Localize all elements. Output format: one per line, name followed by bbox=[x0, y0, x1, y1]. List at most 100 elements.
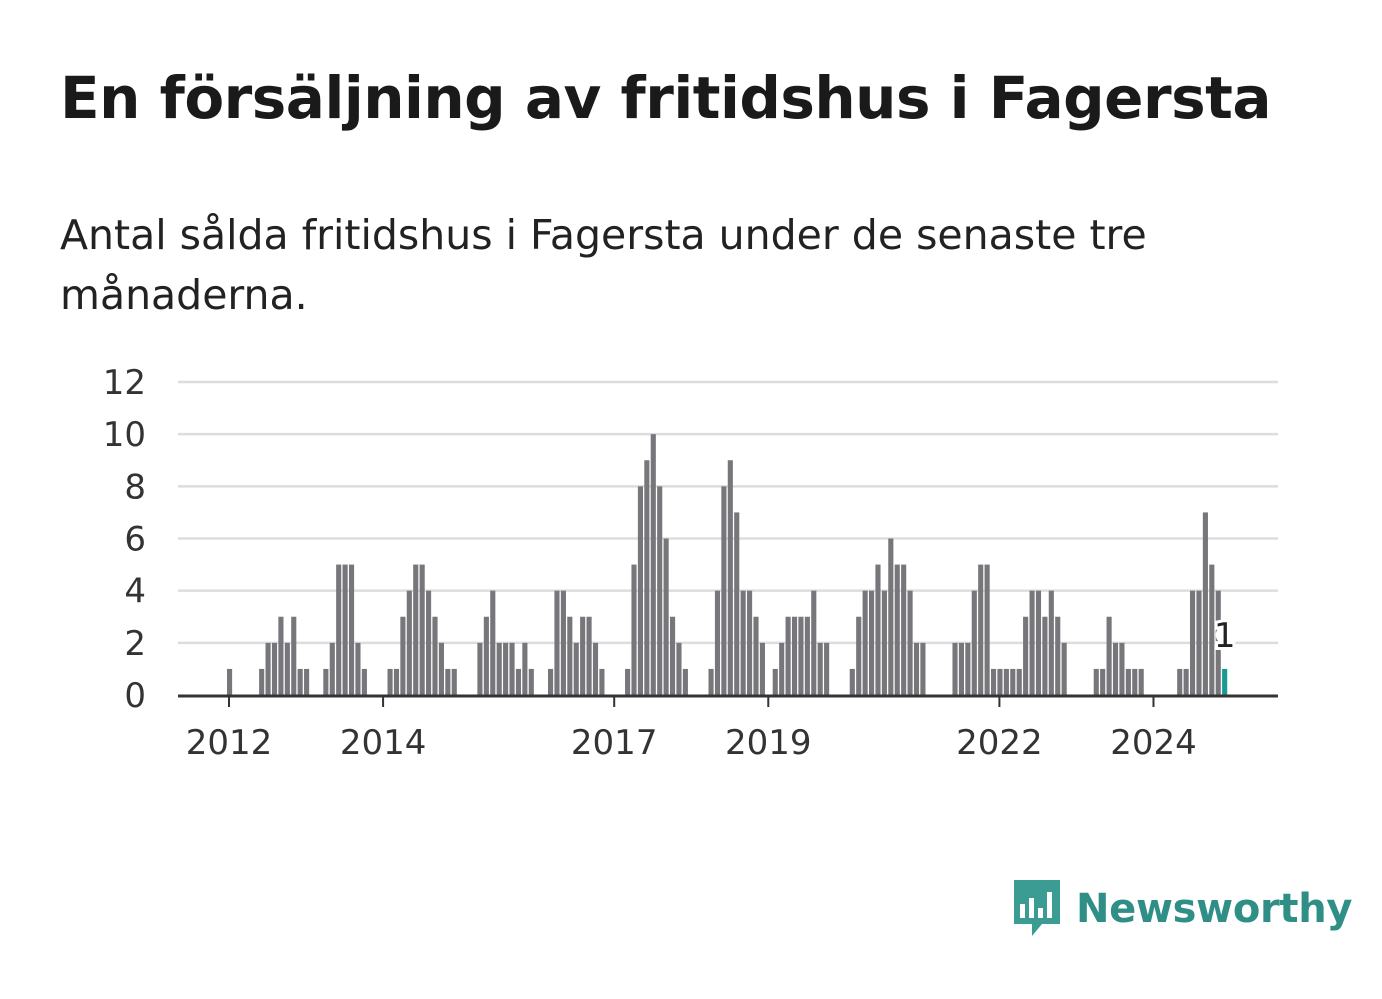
bar bbox=[304, 668, 310, 695]
bar bbox=[869, 590, 875, 695]
x-tick-label: 2017 bbox=[571, 723, 658, 763]
bar bbox=[772, 668, 778, 695]
bar-chart-speech-bubble-icon bbox=[1014, 880, 1060, 936]
bar bbox=[657, 486, 663, 695]
bar bbox=[548, 668, 554, 695]
bar bbox=[567, 616, 573, 695]
bar bbox=[278, 616, 284, 695]
bar bbox=[849, 668, 855, 695]
bar bbox=[573, 642, 579, 695]
bar bbox=[438, 642, 444, 695]
newsworthy-logo: Newsworthy bbox=[1010, 878, 1353, 940]
bar bbox=[560, 590, 566, 695]
highlight-annotation: 1 bbox=[1211, 613, 1239, 659]
bar bbox=[958, 642, 964, 695]
bar bbox=[1190, 590, 1196, 695]
bar bbox=[1029, 590, 1035, 695]
bar bbox=[284, 642, 290, 695]
bar bbox=[1010, 668, 1016, 695]
bar bbox=[1132, 668, 1138, 695]
bar bbox=[779, 642, 785, 695]
bar bbox=[727, 460, 733, 695]
bar bbox=[759, 642, 765, 695]
bar bbox=[329, 642, 335, 695]
chart-title: En försäljning av fritidshus i Fagersta bbox=[60, 64, 1271, 132]
bar-series bbox=[227, 434, 1228, 695]
bar bbox=[323, 668, 329, 695]
y-tick-label: 2 bbox=[124, 624, 146, 664]
bar bbox=[682, 668, 688, 695]
bar bbox=[990, 668, 997, 695]
bar bbox=[644, 460, 650, 695]
bar bbox=[811, 590, 817, 695]
y-tick-label: 12 bbox=[103, 363, 146, 403]
bar bbox=[490, 590, 496, 695]
bar bbox=[663, 538, 669, 695]
bar bbox=[336, 564, 342, 695]
bar bbox=[625, 668, 631, 695]
bar bbox=[400, 616, 406, 695]
bar bbox=[1023, 616, 1029, 695]
bar bbox=[503, 642, 509, 695]
bar bbox=[747, 590, 753, 695]
bar bbox=[1093, 668, 1099, 695]
bar bbox=[637, 486, 643, 695]
bar bbox=[1055, 616, 1061, 695]
highlight-label-bg bbox=[1215, 625, 1234, 644]
bar bbox=[984, 564, 990, 695]
y-tick-label: 6 bbox=[124, 520, 146, 560]
bar bbox=[997, 668, 1003, 695]
bar bbox=[1100, 668, 1106, 695]
x-tick-label: 2019 bbox=[725, 723, 812, 763]
bar bbox=[676, 642, 682, 695]
x-axis: 2012 2014 2017 2019 2022 2024 bbox=[178, 694, 1278, 763]
chart-subtitle: Antal sålda fritidshus i Fagersta under … bbox=[60, 211, 1147, 319]
bar bbox=[297, 668, 303, 695]
y-axis: 0 2 4 6 8 10 12 bbox=[103, 363, 146, 716]
x-tick-label: 2022 bbox=[956, 723, 1043, 763]
bar bbox=[1125, 668, 1131, 695]
bar bbox=[708, 668, 714, 695]
bar bbox=[509, 642, 515, 695]
bar bbox=[419, 564, 425, 695]
bar bbox=[785, 616, 791, 695]
bar bbox=[599, 668, 605, 695]
bar bbox=[361, 668, 367, 695]
y-tick-label: 0 bbox=[124, 676, 146, 716]
bar bbox=[824, 642, 830, 695]
y-tick-label: 4 bbox=[124, 572, 146, 612]
bar bbox=[1215, 590, 1221, 695]
bar bbox=[1106, 616, 1112, 695]
bar bbox=[554, 590, 560, 695]
bar bbox=[888, 538, 894, 695]
bar bbox=[714, 590, 721, 695]
highlight-value-label: 1 bbox=[1214, 616, 1236, 656]
bar bbox=[1196, 590, 1202, 695]
bar bbox=[528, 668, 534, 695]
bar bbox=[740, 590, 746, 695]
bar bbox=[753, 616, 759, 695]
bar bbox=[515, 668, 522, 695]
x-tick-label: 2024 bbox=[1110, 723, 1197, 763]
bar bbox=[1112, 642, 1119, 695]
y-tick-label: 10 bbox=[103, 415, 146, 455]
bar bbox=[901, 564, 907, 695]
bar bbox=[1183, 668, 1189, 695]
bar bbox=[791, 616, 798, 695]
bar bbox=[721, 486, 727, 695]
bar bbox=[650, 434, 656, 695]
bar bbox=[445, 668, 451, 695]
bar bbox=[631, 564, 637, 695]
bar bbox=[265, 642, 271, 695]
bar bbox=[1042, 616, 1048, 695]
bar bbox=[1035, 590, 1042, 695]
bar bbox=[1138, 668, 1144, 695]
bar bbox=[355, 642, 361, 695]
bar bbox=[920, 642, 926, 695]
bar bbox=[1048, 590, 1054, 695]
bar bbox=[1016, 668, 1022, 695]
bar bbox=[1177, 668, 1183, 695]
bar bbox=[393, 668, 400, 695]
bar bbox=[875, 564, 881, 695]
bar bbox=[669, 616, 676, 695]
